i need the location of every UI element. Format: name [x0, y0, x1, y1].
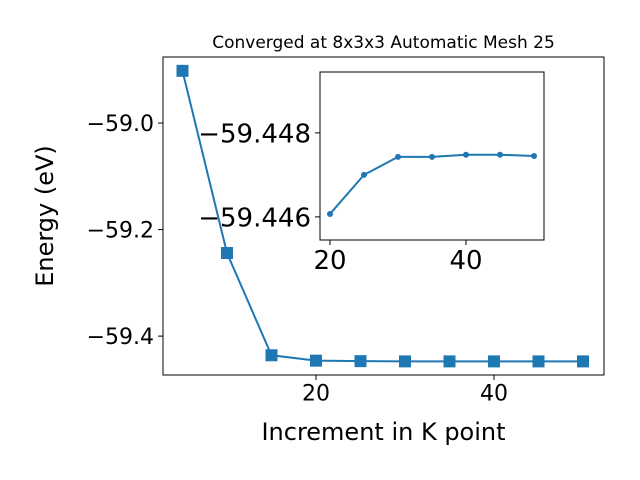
- x-tick-label: 40: [480, 382, 508, 407]
- x-tick-label: 20: [313, 246, 346, 276]
- x-axis-label: Increment in K point: [261, 418, 505, 446]
- marker: [463, 151, 470, 158]
- chart: 20 40 −59.446 −59.448: [198, 71, 545, 276]
- marker: [265, 349, 278, 362]
- x-tick-label: 20: [302, 382, 330, 407]
- y-tick-label: −59.446: [198, 203, 311, 233]
- marker: [360, 171, 367, 178]
- y-tick-label: −59.0: [87, 112, 154, 137]
- marker: [326, 210, 333, 217]
- marker: [398, 355, 411, 368]
- y-tick-label: −59.4: [87, 325, 154, 350]
- marker: [176, 64, 189, 77]
- marker: [532, 355, 545, 368]
- chart-title: Converged at 8x3x3 Automatic Mesh 25: [212, 33, 555, 53]
- marker: [309, 354, 322, 367]
- marker: [497, 151, 504, 158]
- marker: [354, 355, 367, 368]
- y-tick-label: −59.448: [198, 119, 311, 149]
- marker: [487, 355, 500, 368]
- marker: [394, 153, 401, 160]
- series-line: [181, 70, 583, 363]
- x-tick-label: 40: [449, 246, 482, 276]
- y-tick-label: −59.2: [87, 219, 154, 244]
- y-axis-label: Energy (eV): [31, 145, 59, 287]
- marker: [220, 247, 233, 260]
- marker: [531, 153, 538, 159]
- marker: [429, 153, 435, 160]
- marker: [443, 355, 456, 368]
- marker: [576, 355, 589, 368]
